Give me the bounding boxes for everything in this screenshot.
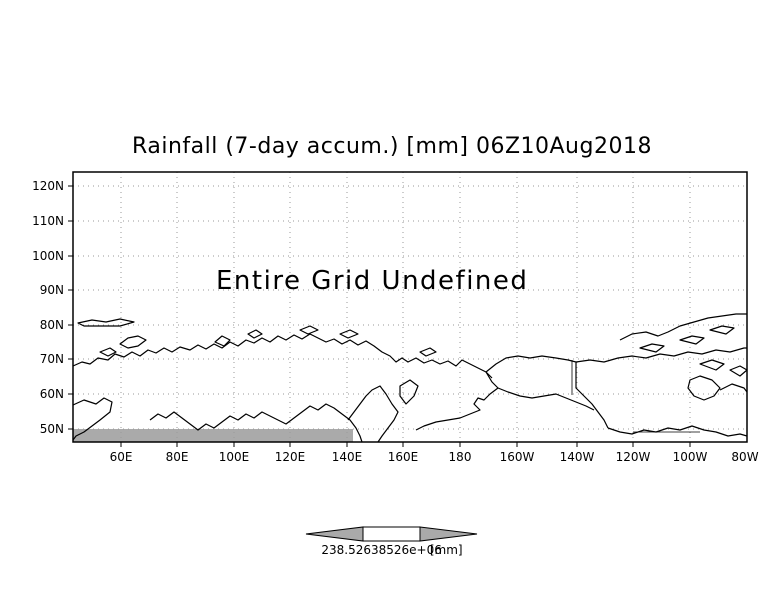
colorbar-box	[362, 526, 421, 542]
lat-label: 120N	[32, 179, 64, 193]
lat-ticks	[68, 185, 73, 430]
gridlines	[73, 172, 747, 442]
colorbar-label: 238.52638526e+06[mm]	[0, 543, 784, 557]
lon-label: 140W	[560, 450, 595, 464]
lon-label: 80E	[166, 450, 189, 464]
lat-label: 50N	[40, 422, 64, 436]
lon-label: 180	[449, 450, 472, 464]
colorbar-unit: [mm]	[429, 543, 463, 557]
lon-label: 140E	[332, 450, 363, 464]
lat-label: 70N	[40, 352, 64, 366]
lon-label: 120W	[616, 450, 651, 464]
lon-label: 160W	[500, 450, 535, 464]
latitude-labels: 120N 110N 100N 90N 80N 70N 60N 50N	[32, 179, 64, 436]
lat-label: 60N	[40, 387, 64, 401]
map-title: Rainfall (7-day accum.) [mm] 06Z10Aug201…	[132, 134, 652, 159]
lon-ticks	[120, 442, 691, 447]
colorbar-left-arrow	[305, 526, 364, 542]
lon-label: 100W	[673, 450, 708, 464]
lat-label: 110N	[32, 214, 64, 228]
colorbar-value: 238.52638526e+06	[321, 543, 442, 557]
coastlines	[72, 313, 748, 443]
lat-label: 80N	[40, 318, 64, 332]
lon-label: 80W	[731, 450, 758, 464]
map-frame	[72, 171, 748, 443]
lon-label: 120E	[275, 450, 306, 464]
lon-label: 60E	[110, 450, 133, 464]
colorbar	[305, 526, 478, 542]
colorbar-right-arrow	[419, 526, 478, 542]
lon-label: 100E	[219, 450, 250, 464]
lat-label: 90N	[40, 283, 64, 297]
undefined-grid-message: Entire Grid Undefined	[216, 266, 528, 296]
lat-label: 100N	[32, 249, 64, 263]
longitude-labels: 60E 80E 100E 120E 140E 160E 180 160W 140…	[110, 450, 759, 464]
undefined-data-strip	[73, 429, 353, 442]
lon-label: 160E	[388, 450, 419, 464]
